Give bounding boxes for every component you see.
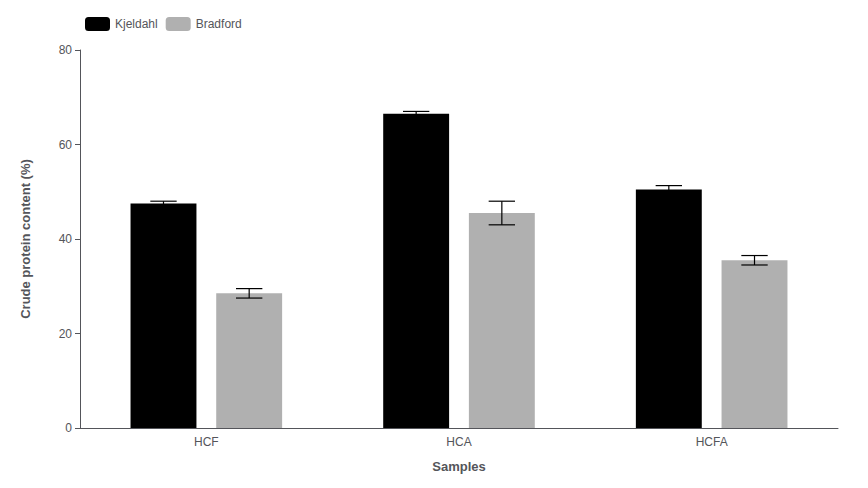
svg-text:HCF: HCF <box>194 435 219 449</box>
svg-text:Crude protein content (%): Crude protein content (%) <box>18 159 33 319</box>
svg-text:Kjeldahl: Kjeldahl <box>115 17 158 31</box>
svg-text:0: 0 <box>65 421 72 435</box>
svg-text:Samples: Samples <box>432 459 485 474</box>
svg-text:80: 80 <box>59 43 73 57</box>
svg-text:Bradford: Bradford <box>196 17 242 31</box>
svg-text:40: 40 <box>59 232 73 246</box>
svg-text:HCFA: HCFA <box>696 435 728 449</box>
svg-text:20: 20 <box>59 327 73 341</box>
svg-text:60: 60 <box>59 138 73 152</box>
svg-text:HCA: HCA <box>446 435 471 449</box>
